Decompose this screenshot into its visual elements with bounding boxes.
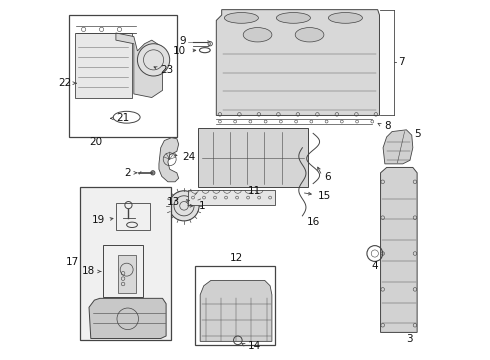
Bar: [103, 244, 143, 297]
Text: 7: 7: [398, 57, 405, 67]
Bar: [118, 255, 136, 293]
Polygon shape: [383, 130, 413, 164]
Text: 19: 19: [92, 215, 105, 225]
Circle shape: [151, 171, 155, 175]
Bar: [188, 190, 275, 205]
Ellipse shape: [224, 13, 258, 23]
Bar: [69, 15, 177, 137]
Ellipse shape: [328, 13, 363, 23]
Text: 6: 6: [324, 172, 331, 183]
Bar: [195, 266, 275, 345]
Text: 22: 22: [58, 78, 72, 88]
Ellipse shape: [295, 28, 324, 42]
Polygon shape: [159, 138, 179, 182]
Bar: [74, 33, 132, 98]
Bar: [198, 128, 308, 187]
Text: 17: 17: [66, 257, 79, 267]
Text: 15: 15: [318, 191, 331, 201]
Text: 8: 8: [384, 121, 391, 131]
Text: 12: 12: [229, 253, 243, 263]
Text: 14: 14: [247, 341, 261, 351]
Bar: [80, 187, 172, 339]
Text: 18: 18: [82, 266, 96, 276]
Bar: [116, 203, 150, 230]
Text: 23: 23: [161, 64, 174, 75]
Text: 20: 20: [90, 138, 103, 147]
Text: 13: 13: [167, 197, 180, 207]
Text: 11: 11: [247, 186, 261, 196]
Polygon shape: [89, 298, 166, 338]
Text: 24: 24: [183, 152, 196, 162]
Text: 1: 1: [199, 201, 205, 211]
Polygon shape: [200, 280, 272, 341]
Ellipse shape: [276, 13, 311, 23]
Text: 4: 4: [371, 261, 378, 271]
Text: 5: 5: [414, 129, 421, 139]
Text: 16: 16: [307, 217, 320, 227]
Text: 3: 3: [406, 333, 413, 343]
Ellipse shape: [243, 28, 272, 42]
Polygon shape: [381, 167, 417, 332]
Text: 10: 10: [172, 46, 186, 55]
Polygon shape: [116, 33, 163, 98]
Text: 21: 21: [116, 113, 129, 123]
Circle shape: [169, 191, 199, 221]
Circle shape: [137, 44, 170, 76]
Polygon shape: [216, 10, 379, 116]
Text: 9: 9: [179, 36, 186, 46]
Text: 2: 2: [124, 168, 131, 178]
